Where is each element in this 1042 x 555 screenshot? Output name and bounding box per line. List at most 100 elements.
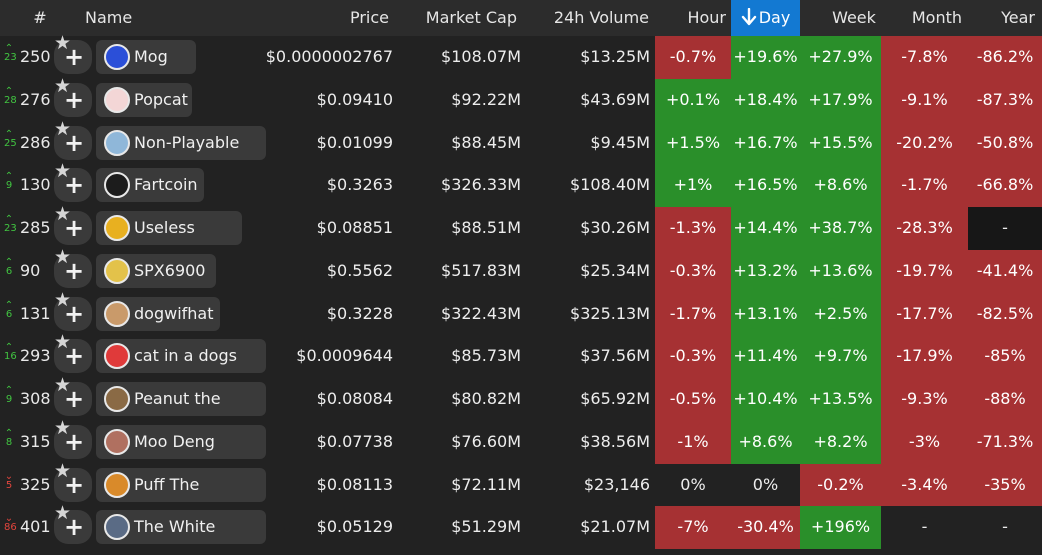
caret-up-icon: ⌃ (4, 299, 14, 311)
rank-change: ⌄ 86 (4, 513, 17, 533)
change-month: -9.1% (881, 78, 968, 122)
change-month: -17.7% (881, 292, 968, 336)
header-day-label: Day (758, 8, 791, 27)
table-row[interactable]: ⌃9 308★+ Peanut the Squirrel $0.08084 $80.82… (0, 376, 1042, 421)
change-day: +10.4% (731, 378, 800, 421)
useless-coin-icon (104, 215, 130, 241)
change-month: -7.8% (881, 36, 968, 79)
coin-name-button[interactable]: Puff The Dragon (96, 467, 266, 502)
puff-the-dragon-icon (104, 471, 130, 498)
rank-change-value: 28 (4, 94, 17, 106)
market-cap: $88.51M (451, 218, 521, 237)
rank-change-value: 5 (5, 479, 13, 491)
add-to-watchlist-button[interactable]: ★ + (54, 162, 92, 203)
coin-name-button[interactable]: Mog Coin (96, 40, 196, 74)
coin-name-button[interactable]: The White Whale (96, 510, 266, 545)
volume-24h: $21.07M (580, 517, 650, 537)
coin-name-button[interactable]: dogwifhat (96, 296, 220, 331)
header-name[interactable]: Name (85, 8, 133, 27)
header-month[interactable]: Month (911, 8, 962, 27)
white-whale-icon (104, 514, 130, 541)
rank-change-value: 25 (4, 137, 17, 149)
change-day: 0% (731, 463, 800, 507)
coin-name-button[interactable]: Moo Deng (SOL) (96, 424, 266, 459)
header-week[interactable]: Week (832, 8, 876, 27)
add-to-watchlist-button[interactable]: ★ + (54, 119, 92, 160)
change-year: -41.4% (968, 249, 1042, 293)
coin-name-button[interactable]: cat in a dogs world (96, 339, 266, 374)
volume-24h: $9.45M (590, 132, 650, 152)
market-cap: $72.11M (451, 474, 521, 494)
add-to-watchlist-button[interactable]: ★ + (54, 376, 92, 416)
add-to-watchlist-button[interactable]: ★ + (54, 461, 92, 502)
market-cap: $108.07M (441, 47, 521, 66)
header-hour[interactable]: Hour (687, 8, 726, 27)
coin-name-button[interactable]: Peanut the Squirrel (96, 382, 266, 416)
coin-name: The White Whale (134, 517, 216, 537)
change-week: +17.9% (800, 78, 881, 122)
add-to-watchlist-button[interactable]: ★ + (54, 418, 92, 459)
coin-name-button[interactable]: Fartcoin (96, 168, 204, 203)
header-24h-volume[interactable]: 24h Volume (553, 8, 649, 27)
plus-icon: + (64, 128, 85, 157)
change-day: +18.4% (731, 78, 800, 122)
change-week: +9.7% (800, 335, 881, 378)
header-price[interactable]: Price (349, 8, 389, 27)
coin-name-button[interactable]: Popcat (96, 82, 192, 117)
non-playable-coin-icon (104, 129, 130, 156)
add-to-watchlist-button[interactable]: ★ + (54, 76, 92, 117)
change-year: -66.8% (968, 164, 1042, 207)
change-week: +13.6% (800, 249, 881, 293)
spx6900-icon (104, 257, 130, 284)
header-year[interactable]: Year (1001, 8, 1035, 27)
change-hour: +1.5% (655, 121, 731, 165)
coin-name-button[interactable]: Useless Coin (96, 211, 242, 245)
table-row[interactable]: ⌃8 315★+ Moo Deng (SOL) $0.07738 $76.60M $38.… (0, 418, 1042, 464)
table-row[interactable]: ⌃ 9 130 ★ + Fartcoin $0.3263 $326.33M $108.40M +1… (0, 162, 1042, 207)
change-week: +8.2% (800, 420, 881, 464)
table-row[interactable]: ⌃ 6 90 ★ + SPX6900 $0.5562 $517.83M $25.34M -0.3%… (0, 247, 1042, 293)
header-market-cap[interactable]: Market Cap (425, 8, 517, 27)
plus-icon: + (64, 43, 85, 71)
coin-name: Popcat (134, 89, 188, 109)
caret-up-icon: ⌃ (4, 256, 14, 268)
coin-name: cat in a dogs world (134, 346, 237, 366)
dogwifhat-icon (104, 300, 130, 327)
rank-change-value: 8 (5, 436, 13, 448)
market-cap: $92.22M (451, 89, 521, 109)
change-year: -82.5% (968, 292, 1042, 336)
table-row[interactable]: ⌄5 325★+ Puff The Dragon $0.08113 $72.11M $23… (0, 461, 1042, 507)
change-month: -17.9% (881, 335, 968, 378)
add-to-watchlist-button[interactable]: ★ + (54, 205, 92, 245)
change-hour: -0.3% (655, 335, 731, 378)
add-to-watchlist-button[interactable]: ★ + (54, 290, 92, 331)
add-to-watchlist-button[interactable]: ★ + (54, 34, 92, 74)
add-to-watchlist-button[interactable]: ★ + (54, 333, 92, 374)
market-cap: $326.33M (441, 175, 521, 195)
header-rank[interactable]: # (33, 8, 47, 27)
table-row[interactable]: ⌃ 6 131 ★ + dogwifhat $0.3228 $322.43M $325.13M -… (0, 290, 1042, 336)
price: $0.08851 (316, 218, 393, 237)
change-hour: -0.5% (655, 378, 731, 421)
coin-name: Moo Deng (SOL) (134, 431, 215, 451)
star-icon: ★ (54, 331, 72, 354)
coin-name-button[interactable]: Non-Playable Coin (96, 125, 266, 160)
change-day: +14.4% (731, 207, 800, 250)
star-icon: ★ (54, 203, 72, 225)
add-to-watchlist-button[interactable]: ★ + (54, 504, 92, 545)
change-year: -85% (968, 335, 1042, 378)
coin-name-button[interactable]: SPX6900 (96, 253, 216, 288)
add-to-watchlist-button[interactable]: ★ + (54, 247, 92, 288)
header-day-sorted[interactable]: Day (731, 0, 800, 36)
change-week: +13.5% (800, 378, 881, 421)
change-day: +16.7% (731, 121, 800, 165)
star-icon: ★ (54, 502, 72, 525)
table-row[interactable]: ⌃ 28 276 ★ + Popcat $0.09410 $92.22M $43.69M +0.1… (0, 76, 1042, 122)
